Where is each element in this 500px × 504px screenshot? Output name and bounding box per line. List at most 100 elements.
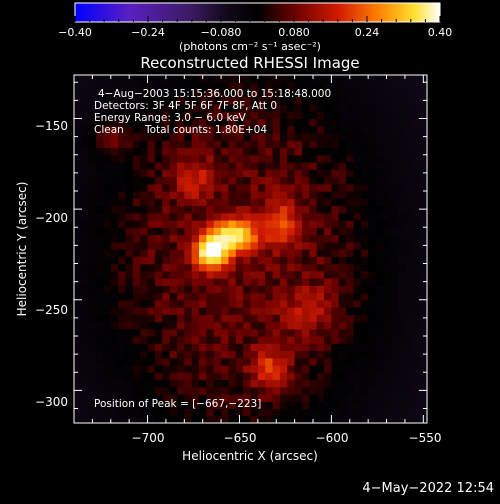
- heatmap-cell: [191, 234, 200, 243]
- heatmap-cell: [397, 147, 406, 156]
- heatmap-cell: [294, 263, 303, 272]
- heatmap-cell: [338, 328, 347, 337]
- heatmap-cell: [375, 96, 384, 105]
- heatmap-cell: [316, 212, 325, 221]
- heatmap-cell: [206, 386, 215, 395]
- heatmap-cell: [176, 292, 185, 301]
- heatmap-cell: [404, 401, 413, 410]
- heatmap-cell: [176, 82, 185, 91]
- heatmap-cell: [294, 328, 303, 337]
- y-tick-label: −300: [35, 395, 68, 409]
- heatmap-cell: [140, 162, 149, 170]
- heatmap-cell: [279, 96, 288, 105]
- heatmap-cell: [331, 125, 340, 134]
- heatmap-cell: [169, 75, 178, 83]
- heatmap-cell: [309, 220, 318, 228]
- heatmap-cell: [118, 234, 127, 243]
- heatmap-cell: [412, 191, 421, 199]
- heatmap-cell: [382, 176, 391, 185]
- heatmap-cell: [88, 227, 97, 236]
- heatmap-cell: [375, 314, 384, 323]
- colorbar-tick-label: 0.40: [428, 26, 453, 39]
- heatmap-cell: [81, 176, 90, 185]
- heatmap-cell: [110, 162, 119, 170]
- heatmap-cell: [88, 314, 97, 323]
- heatmap-cell: [176, 111, 185, 120]
- heatmap-cell: [88, 125, 97, 134]
- heatmap-cell: [338, 75, 347, 83]
- heatmap-cell: [132, 263, 141, 272]
- heatmap-cell: [169, 278, 178, 286]
- heatmap-cell: [265, 314, 274, 323]
- heatmap-cell: [316, 162, 325, 170]
- heatmap-cell: [169, 336, 178, 344]
- heatmap-cell: [74, 365, 82, 373]
- heatmap-cell: [199, 357, 207, 366]
- heatmap-cell: [324, 394, 332, 402]
- heatmap-cell: [272, 299, 281, 308]
- heatmap-cell: [272, 234, 281, 243]
- heatmap-cell: [265, 154, 274, 163]
- heatmap-cell: [199, 205, 207, 214]
- heatmap-cell: [118, 191, 127, 199]
- heatmap-cell: [390, 183, 399, 192]
- heatmap-cell: [397, 357, 406, 366]
- heatmap-cell: [375, 292, 384, 301]
- heatmap-cell: [257, 96, 266, 105]
- heatmap-cell: [184, 191, 193, 199]
- heatmap-cell: [324, 365, 332, 373]
- heatmap-cell: [154, 249, 163, 257]
- heatmap-cell: [338, 111, 347, 120]
- heatmap-cell: [309, 191, 318, 199]
- heatmap-cell: [257, 408, 266, 417]
- heatmap-cell: [169, 89, 178, 98]
- heatmap-cell: [287, 125, 296, 134]
- heatmap-cell: [287, 133, 296, 141]
- heatmap-cell: [382, 140, 391, 149]
- heatmap-cell: [316, 394, 325, 402]
- heatmap-cell: [265, 249, 274, 257]
- heatmap-cell: [147, 198, 156, 207]
- heatmap-cell: [360, 328, 369, 337]
- heatmap-cell: [140, 205, 149, 214]
- heatmap-cell: [265, 96, 274, 105]
- heatmap-cell: [88, 357, 97, 366]
- heatmap-cell: [221, 104, 230, 112]
- heatmap-cell: [206, 357, 215, 366]
- heatmap-cell: [390, 299, 399, 308]
- heatmap-cell: [74, 336, 82, 344]
- heatmap-cell: [88, 386, 97, 395]
- heatmap-cell: [162, 270, 171, 279]
- heatmap-cell: [265, 125, 274, 134]
- heatmap-cell: [110, 241, 119, 250]
- heatmap-cell: [125, 212, 134, 221]
- heatmap-cell: [250, 111, 259, 120]
- heatmap-cell: [338, 386, 347, 395]
- heatmap-cell: [360, 220, 369, 228]
- heatmap-cell: [338, 82, 347, 91]
- heatmap-cell: [74, 147, 82, 156]
- heatmap-cell: [353, 241, 362, 250]
- heatmap-cell: [103, 249, 112, 257]
- heatmap-cell: [162, 299, 171, 308]
- heatmap-cell: [265, 111, 274, 120]
- heatmap-cell: [140, 365, 149, 373]
- heatmap-cell: [235, 249, 244, 257]
- heatmap-cell: [118, 350, 127, 359]
- heatmap-cell: [353, 372, 362, 381]
- heatmap-cell: [199, 263, 207, 272]
- heatmap-cell: [191, 408, 200, 417]
- heatmap-cell: [176, 96, 185, 105]
- heatmap-cell: [368, 336, 377, 344]
- heatmap-cell: [412, 154, 421, 163]
- heatmap-cell: [324, 75, 332, 83]
- heatmap-cell: [235, 401, 244, 410]
- heatmap-cell: [346, 212, 355, 221]
- heatmap-cell: [235, 270, 244, 279]
- heatmap-cell: [191, 401, 200, 410]
- heatmap-cell: [250, 263, 259, 272]
- heatmap-cell: [118, 415, 127, 423]
- heatmap-cell: [243, 241, 252, 250]
- heatmap-cell: [279, 176, 288, 185]
- heatmap-cell: [412, 140, 421, 149]
